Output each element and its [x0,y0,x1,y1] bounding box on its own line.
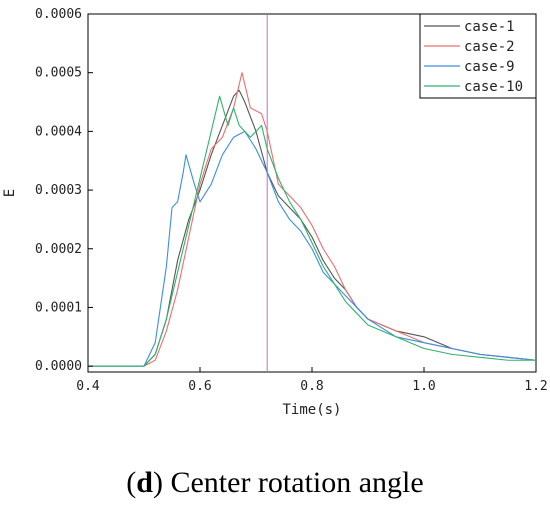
caption-letter: d [136,466,153,499]
legend-label-case-1: case-1 [464,19,515,35]
x-axis-title: Time(s) [282,402,341,418]
caption-text: Center rotation angle [170,466,424,499]
y-tick-label: 0.0005 [35,66,82,81]
y-tick-label: 0.0004 [35,124,82,139]
x-tick-label: 0.6 [188,379,211,394]
series-line-case-9 [88,130,537,367]
legend-label-case-2: case-2 [464,39,515,55]
series-line-case-1 [88,89,537,367]
y-axis-title: E [2,189,18,197]
line-chart: 0.4 0.6 0.8 1.0 1.2 0.0000 0.0001 0.0002 0.0003 0… [2,7,548,418]
axes: 0.4 0.6 0.8 1.0 1.2 0.0000 0.0001 0.0002 0.0003 0… [2,7,548,418]
y-tick-label: 0.0002 [35,242,82,257]
x-tick-label: 0.8 [300,379,323,394]
x-tick-label: 1.2 [524,379,547,394]
y-tick-label: 0.0000 [35,359,82,374]
legend-label-case-10: case-10 [464,79,523,95]
series-lines [88,72,537,367]
legend-box [419,13,537,99]
series-line-case-10 [88,95,536,367]
series-line-case-2 [88,72,537,367]
legend-label-case-9: case-9 [464,59,515,75]
x-tick-label: 0.4 [76,379,100,394]
y-tick-label: 0.0001 [35,300,82,315]
legend: case-1 case-2 case-9 case-10 [419,13,537,99]
y-tick-label: 0.0003 [35,183,82,198]
x-tick-label: 1.0 [412,379,435,394]
y-tick-label: 0.0006 [35,7,82,22]
figure-caption: (d) Center rotation angle [126,466,424,499]
